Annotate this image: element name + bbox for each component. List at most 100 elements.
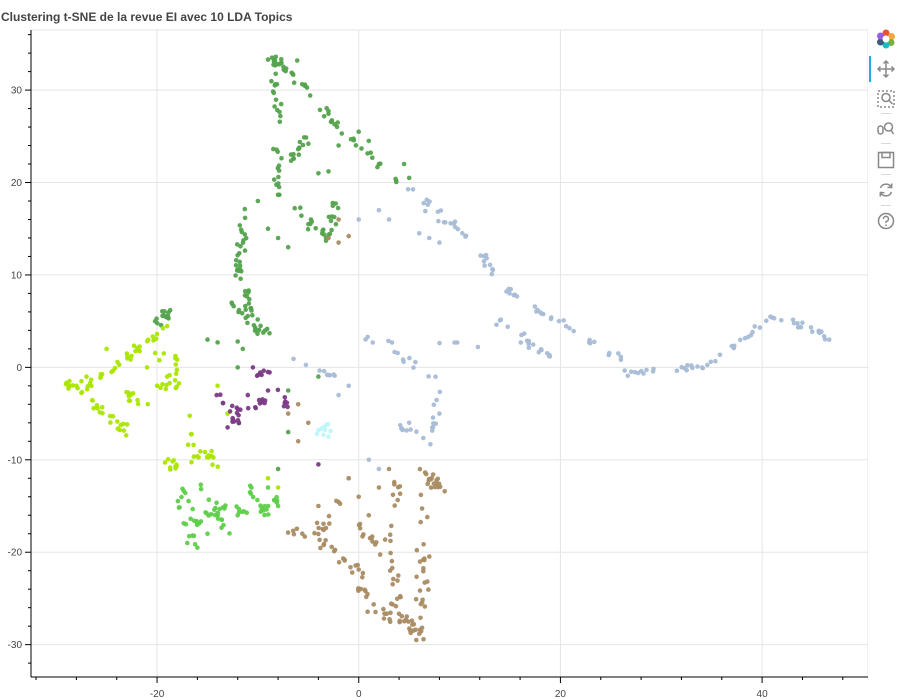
data-point (135, 397, 140, 403)
data-point (271, 177, 277, 182)
data-point (325, 422, 331, 427)
data-point (368, 150, 374, 155)
data-point (359, 146, 364, 151)
data-point (235, 253, 240, 258)
data-point (215, 383, 220, 389)
data-point (387, 532, 393, 537)
data-point (587, 341, 593, 346)
data-point (556, 318, 562, 324)
help-icon[interactable] (876, 211, 896, 231)
data-point (392, 349, 397, 355)
data-point (125, 354, 130, 359)
data-point (219, 517, 225, 523)
data-point (243, 315, 248, 321)
data-point (339, 131, 345, 136)
data-point (275, 107, 280, 113)
data-point (426, 374, 431, 379)
data-point (373, 609, 378, 615)
x-tick-label: 20 (555, 689, 567, 700)
data-point (144, 339, 150, 344)
data-point (279, 57, 284, 62)
data-point (321, 521, 326, 527)
data-point (170, 459, 175, 464)
data-point (376, 207, 382, 213)
data-point (816, 328, 822, 334)
data-point (109, 369, 114, 375)
data-point (123, 433, 129, 438)
data-point (276, 181, 281, 186)
data-point (283, 66, 289, 71)
data-point (360, 534, 365, 539)
data-point (390, 492, 396, 498)
data-point (154, 331, 160, 337)
data-point (191, 454, 197, 459)
data-point (258, 503, 263, 509)
data-point (323, 538, 328, 543)
data-point (129, 353, 134, 359)
data-point (717, 352, 723, 358)
data-point (267, 370, 272, 375)
data-point (561, 318, 566, 323)
data-point (290, 71, 295, 77)
data-point (316, 374, 321, 379)
data-point (563, 323, 569, 329)
data-point (427, 199, 432, 204)
save-icon[interactable] (876, 150, 896, 170)
data-point (204, 511, 209, 516)
data-point (316, 462, 321, 467)
data-point (305, 226, 311, 232)
data-point (176, 505, 182, 510)
data-point (158, 385, 163, 391)
data-point (547, 352, 552, 358)
scatter-plot[interactable]: -30 -20 -10 0 10 20 30 -20 0 20 40 (0, 0, 868, 700)
x-tick-label: 0 (356, 689, 362, 700)
data-point (437, 484, 443, 490)
data-point (220, 400, 226, 406)
data-point (356, 494, 362, 500)
data-point (321, 114, 327, 119)
data-point (88, 377, 94, 383)
data-point (757, 325, 763, 330)
data-point (157, 358, 162, 363)
data-point (398, 423, 403, 428)
data-point (275, 165, 281, 171)
data-point (418, 629, 424, 634)
data-point (326, 235, 331, 241)
data-point (124, 389, 129, 395)
data-point (128, 357, 133, 362)
data-point (420, 597, 425, 603)
data-point (308, 217, 314, 222)
data-point (419, 506, 425, 511)
data-point (332, 121, 337, 127)
data-point (160, 309, 165, 314)
bokeh-logo-icon[interactable] (876, 29, 896, 49)
data-point (302, 82, 308, 87)
data-point (318, 545, 323, 551)
reset-icon[interactable] (876, 180, 896, 200)
data-point (437, 411, 442, 416)
data-point (421, 636, 426, 642)
data-point (349, 570, 355, 575)
data-point (215, 516, 221, 521)
data-point (322, 427, 328, 433)
data-point (179, 494, 184, 500)
data-point (133, 348, 138, 354)
data-point (242, 232, 248, 237)
pan-icon[interactable] (876, 59, 896, 79)
data-point (271, 90, 277, 96)
data-point (422, 580, 428, 585)
data-point (152, 350, 158, 356)
data-point (282, 395, 288, 400)
data-point (418, 519, 424, 525)
data-point (285, 411, 291, 416)
data-point (176, 381, 182, 386)
data-point (238, 407, 243, 413)
data-point (85, 384, 91, 389)
data-point (160, 325, 166, 331)
data-point (187, 413, 192, 419)
data-point (209, 448, 214, 454)
data-point (764, 318, 769, 324)
box-zoom-icon[interactable] (876, 89, 896, 109)
wheel-zoom-icon[interactable] (876, 119, 896, 139)
data-point (381, 606, 386, 612)
